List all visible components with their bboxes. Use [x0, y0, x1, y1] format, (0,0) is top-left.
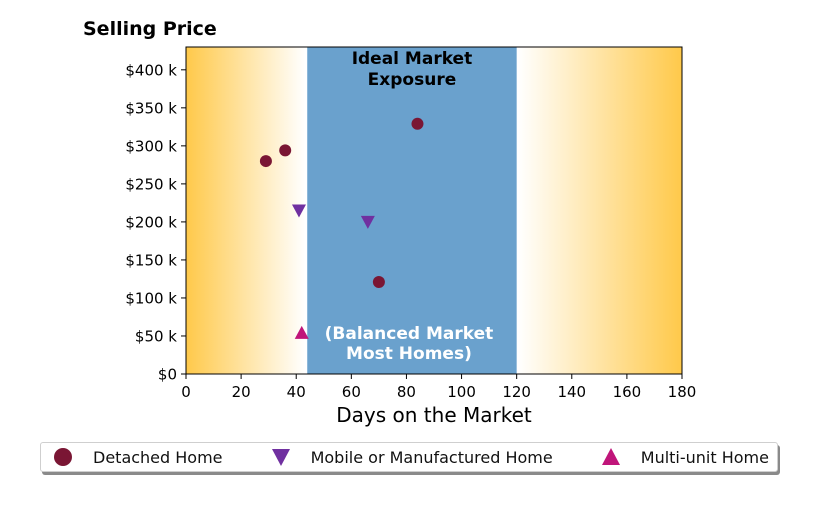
circle-marker-icon: [54, 448, 72, 466]
legend-label-multiunit: Multi-unit Home: [640, 447, 769, 467]
multi-unit-home-point: [294, 325, 309, 339]
plot-frame: [185, 46, 683, 375]
band-label-bottom-line2: Most Homes): [346, 344, 472, 364]
mobile-home-point: [291, 204, 306, 218]
x-axis-label: Days on the Market: [336, 403, 532, 427]
x-axis: 0 20 40 60 80 100 120 140 160 180: [181, 374, 696, 401]
x-tick-label: 40: [287, 383, 306, 401]
detached-home-point: [279, 144, 292, 157]
legend-label-mobile: Mobile or Manufactured Home: [310, 447, 553, 467]
chart-title: Selling Price: [83, 18, 217, 40]
legend-label-detached: Detached Home: [93, 447, 223, 467]
x-tick-label: 180: [668, 383, 697, 401]
detached-home-point: [411, 117, 424, 130]
x-tick-label: 160: [613, 383, 642, 401]
band-label-top-line2: Exposure: [368, 70, 457, 90]
y-tick-label: $250 k: [125, 175, 177, 193]
triangle-down-marker-icon: [271, 449, 290, 466]
y-tick-label: $200 k: [125, 213, 177, 231]
legend: Detached Home Mobile or Manufactured Hom…: [40, 442, 778, 472]
detached-home-point: [372, 275, 385, 288]
triangle-up-marker-icon: [601, 448, 620, 465]
legend-item-mobile: Mobile or Manufactured Home: [269, 446, 553, 468]
x-tick-label: 120: [502, 383, 531, 401]
y-tick-label: $350 k: [125, 99, 177, 117]
y-tick-label: $300 k: [125, 137, 177, 155]
x-tick-label: 20: [232, 383, 251, 401]
x-tick-label: 80: [397, 383, 416, 401]
y-tick-label: $150 k: [125, 251, 177, 269]
x-tick-label: 0: [181, 383, 191, 401]
band-label-top-line1: Ideal Market: [352, 49, 473, 69]
mobile-home-point: [360, 215, 375, 229]
scatter-chart: Selling Price Ideal Market Exposure (Bal…: [83, 18, 696, 427]
legend-item-detached: Detached Home: [51, 446, 223, 468]
y-tick-label: $0: [158, 366, 177, 384]
y-tick-label: $50 k: [135, 327, 177, 345]
detached-home-point: [259, 155, 272, 168]
band-label-bottom-line1: (Balanced Market: [325, 324, 494, 344]
x-tick-label: 140: [557, 383, 586, 401]
x-tick-label: 100: [447, 383, 476, 401]
y-tick-label: $100 k: [125, 289, 177, 307]
data-points: [259, 117, 424, 339]
ideal-market-band: [307, 47, 517, 374]
y-tick-label: $400 k: [125, 61, 177, 79]
y-axis: $0 $50 k $100 k $150 k $200 k $250 k $300 k $35…: [125, 61, 186, 384]
legend-item-multiunit: Multi-unit Home: [599, 446, 769, 468]
x-tick-label: 60: [342, 383, 361, 401]
